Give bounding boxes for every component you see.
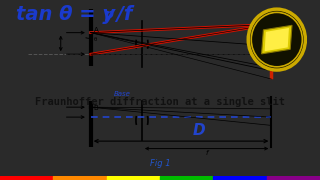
Polygon shape xyxy=(262,25,292,54)
Text: p: p xyxy=(104,8,113,21)
Bar xyxy=(53,176,107,180)
Text: tan θ = y: tan θ = y xyxy=(16,5,115,24)
Bar xyxy=(213,176,267,180)
Circle shape xyxy=(248,8,306,71)
Text: p: p xyxy=(291,42,294,47)
Bar xyxy=(0,176,53,180)
Polygon shape xyxy=(265,28,289,51)
Bar xyxy=(107,176,160,180)
Text: B: B xyxy=(94,105,99,111)
Text: Perpendicular: Perpendicular xyxy=(273,36,277,66)
Text: Base: Base xyxy=(114,91,131,97)
Text: Fig 1: Fig 1 xyxy=(150,159,170,168)
Text: D: D xyxy=(193,123,205,138)
Text: Fraunhoffer diffraction at a single slit: Fraunhoffer diffraction at a single slit xyxy=(35,97,285,107)
Text: A: A xyxy=(94,27,99,33)
Bar xyxy=(267,176,320,180)
Bar xyxy=(160,176,213,180)
Text: f: f xyxy=(205,150,208,156)
Text: y: y xyxy=(283,35,288,44)
Text: θ: θ xyxy=(94,37,97,42)
Text: /f: /f xyxy=(110,5,133,24)
